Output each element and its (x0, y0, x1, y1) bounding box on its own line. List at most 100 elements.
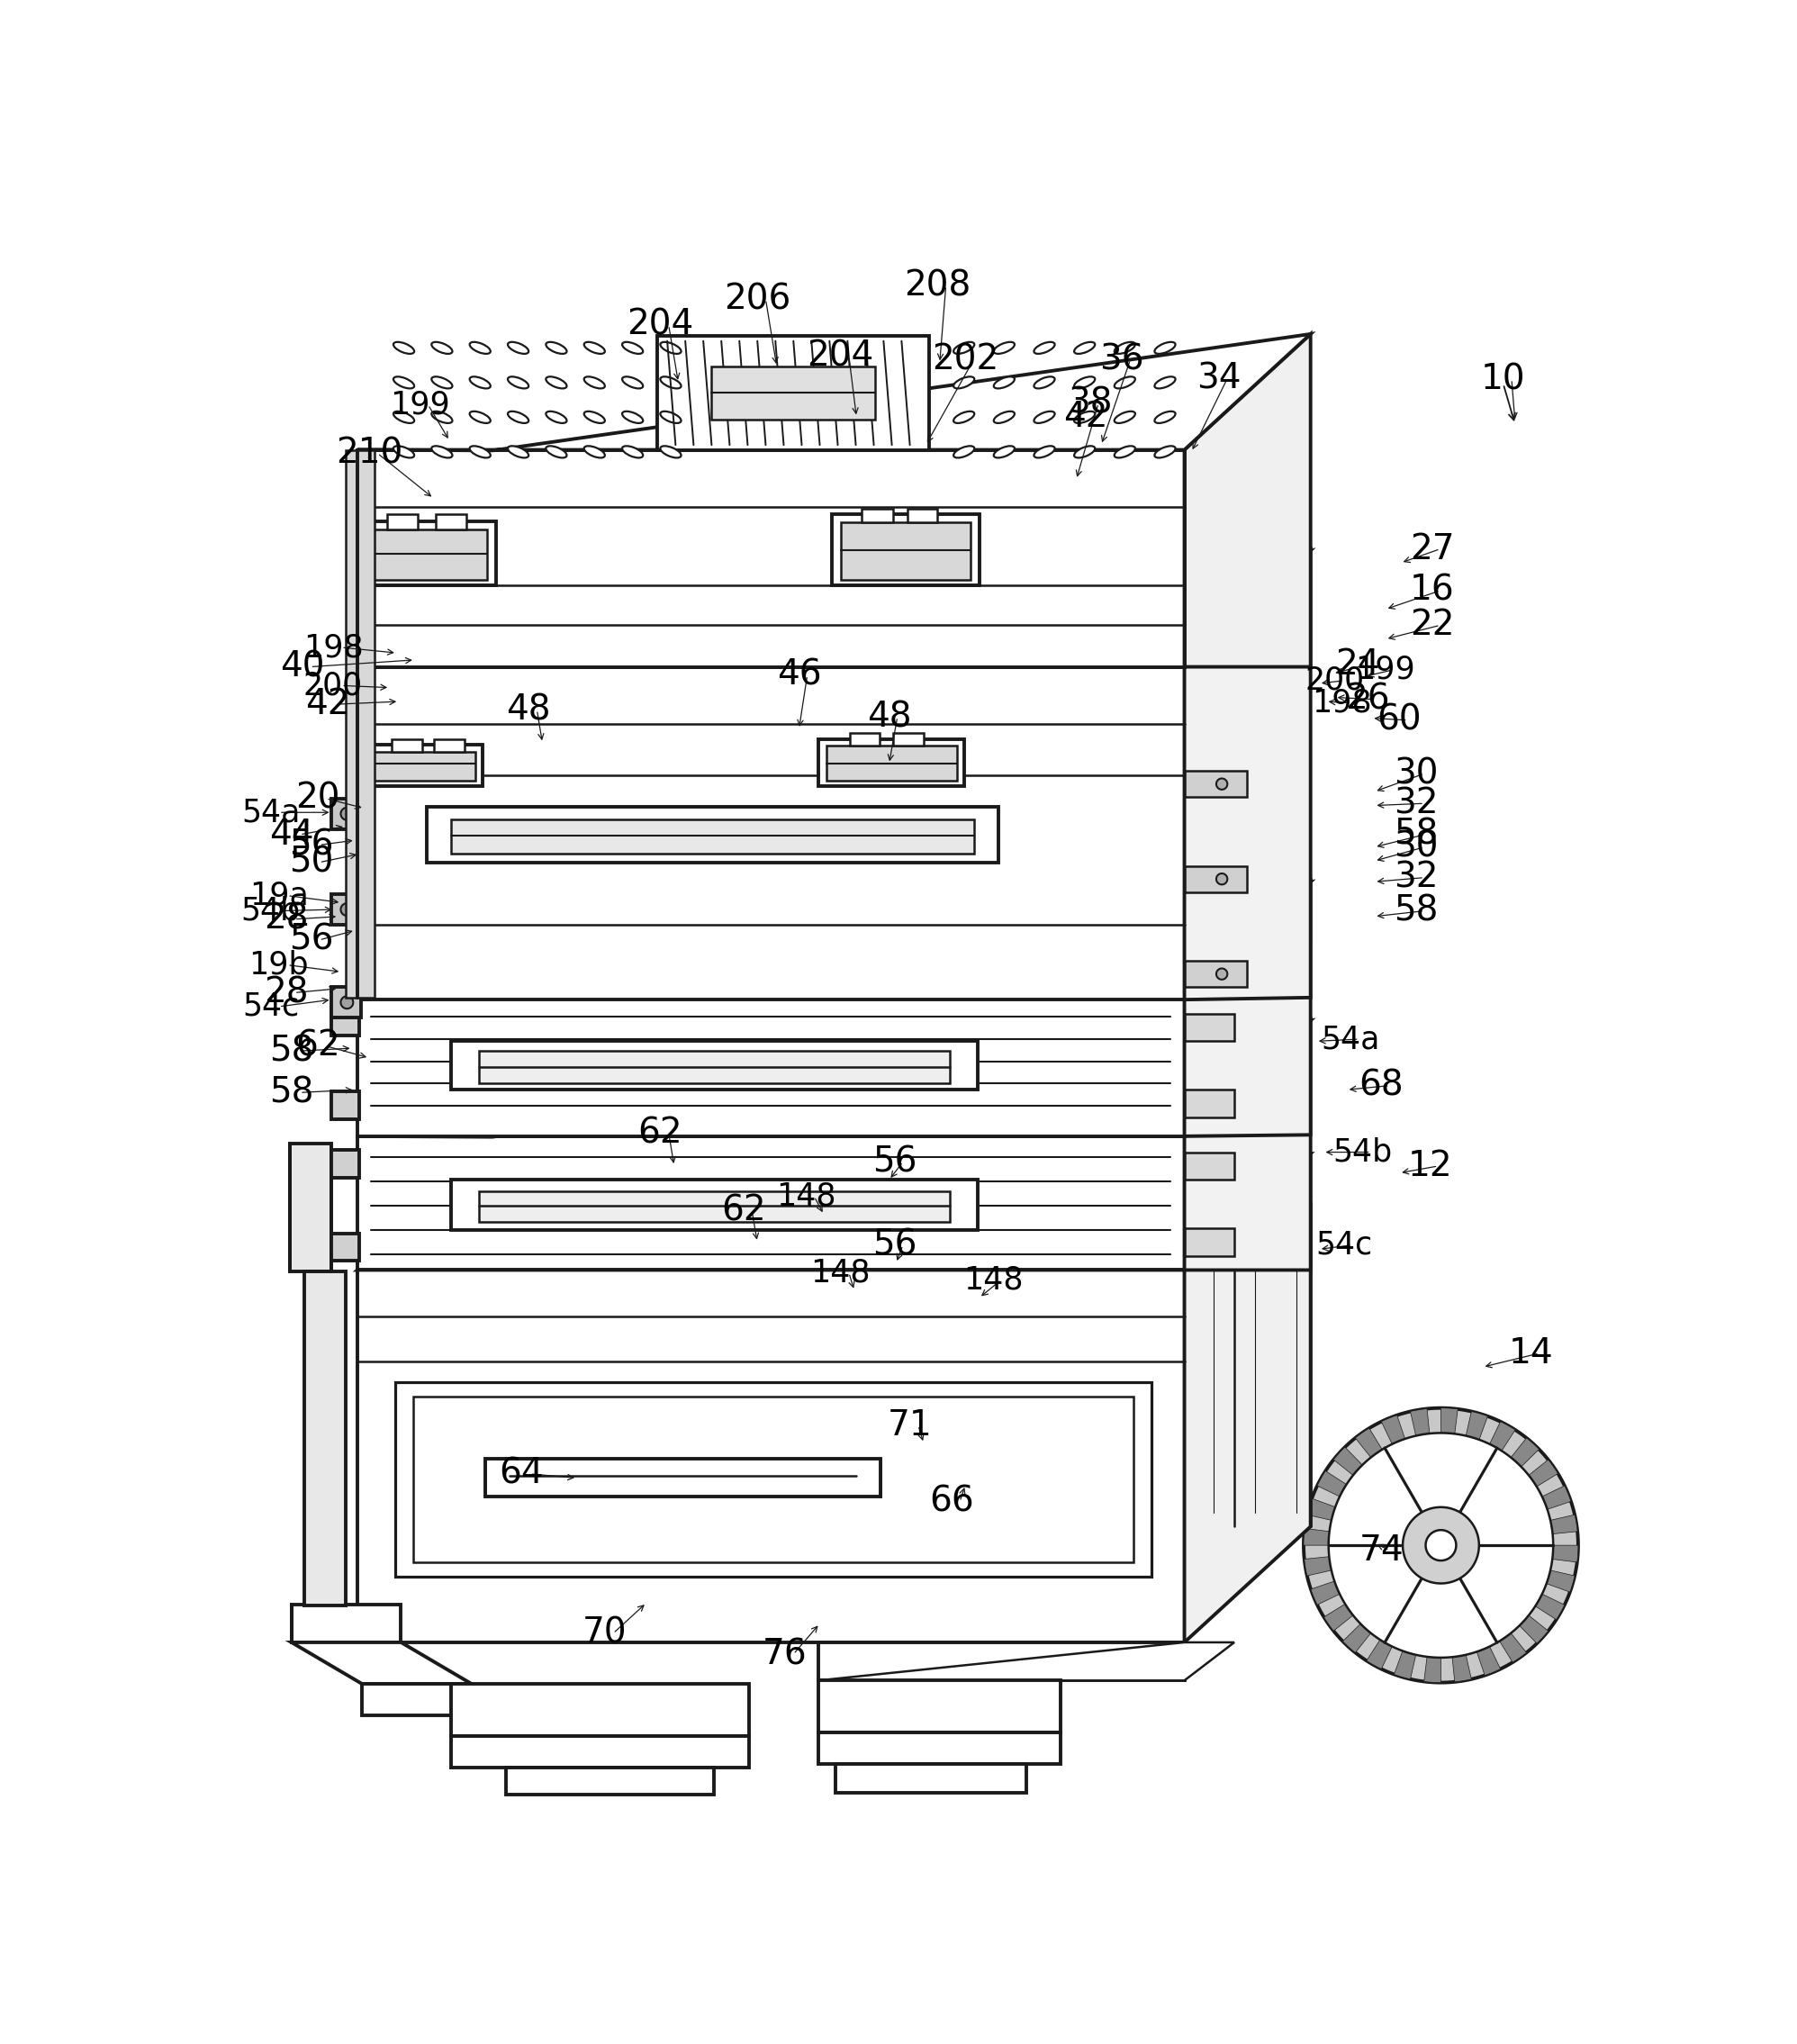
Polygon shape (363, 1684, 473, 1715)
Ellipse shape (394, 446, 415, 458)
Text: 74: 74 (1359, 1533, 1403, 1568)
Polygon shape (451, 1179, 978, 1230)
Text: 148: 148 (810, 1257, 870, 1288)
Polygon shape (395, 1382, 1152, 1576)
Polygon shape (1317, 1472, 1346, 1496)
Text: 60: 60 (1377, 703, 1421, 738)
Polygon shape (332, 987, 361, 1018)
Text: 32: 32 (1394, 861, 1438, 895)
Ellipse shape (584, 376, 606, 388)
Ellipse shape (1114, 411, 1136, 423)
Polygon shape (907, 509, 938, 523)
Polygon shape (818, 1733, 1060, 1764)
Ellipse shape (1075, 411, 1094, 423)
Polygon shape (507, 1768, 715, 1795)
Polygon shape (841, 523, 970, 578)
Ellipse shape (1114, 341, 1136, 354)
Text: 16: 16 (1409, 574, 1454, 607)
Polygon shape (818, 740, 963, 787)
Polygon shape (1490, 1423, 1515, 1451)
Polygon shape (451, 1040, 978, 1089)
Polygon shape (1551, 1515, 1578, 1533)
Polygon shape (392, 740, 422, 752)
Ellipse shape (1154, 411, 1175, 423)
Polygon shape (1217, 779, 1227, 789)
Ellipse shape (1075, 446, 1094, 458)
Text: 62: 62 (638, 1116, 683, 1151)
Text: 28: 28 (264, 975, 309, 1010)
Ellipse shape (1114, 376, 1136, 388)
Polygon shape (818, 1643, 1184, 1680)
Ellipse shape (1033, 376, 1055, 388)
Polygon shape (451, 1735, 749, 1768)
Polygon shape (304, 1271, 345, 1607)
Polygon shape (818, 1643, 1235, 1680)
Ellipse shape (994, 341, 1015, 354)
Polygon shape (1520, 1615, 1549, 1643)
Ellipse shape (546, 446, 566, 458)
Polygon shape (818, 1680, 1060, 1733)
Ellipse shape (954, 446, 974, 458)
Text: 36: 36 (1100, 343, 1145, 376)
Polygon shape (1184, 881, 1310, 1136)
Ellipse shape (431, 376, 453, 388)
Text: 206: 206 (724, 282, 791, 317)
Ellipse shape (584, 341, 606, 354)
Ellipse shape (469, 376, 491, 388)
Ellipse shape (622, 376, 643, 388)
Polygon shape (1333, 1447, 1362, 1476)
Polygon shape (1542, 1486, 1571, 1508)
Polygon shape (1553, 1545, 1578, 1562)
Polygon shape (1184, 550, 1310, 1000)
Ellipse shape (394, 376, 415, 388)
Text: 19a: 19a (250, 881, 309, 912)
Text: 62: 62 (721, 1194, 766, 1228)
Ellipse shape (622, 341, 643, 354)
Ellipse shape (954, 341, 974, 354)
Text: 56: 56 (289, 924, 332, 957)
Polygon shape (451, 820, 974, 854)
Polygon shape (1184, 771, 1247, 797)
Text: 38: 38 (1067, 386, 1112, 421)
Polygon shape (332, 893, 361, 924)
Ellipse shape (954, 411, 974, 423)
Polygon shape (861, 509, 893, 523)
Ellipse shape (1033, 341, 1055, 354)
Text: 204: 204 (807, 339, 873, 374)
Polygon shape (291, 1605, 401, 1643)
Polygon shape (478, 1192, 951, 1222)
Text: 56: 56 (872, 1228, 916, 1263)
Polygon shape (1184, 1228, 1235, 1257)
Polygon shape (1423, 1658, 1441, 1682)
Polygon shape (386, 515, 417, 529)
Polygon shape (1184, 961, 1247, 987)
Polygon shape (426, 807, 999, 863)
Text: 30: 30 (1394, 756, 1438, 791)
Ellipse shape (546, 376, 566, 388)
Ellipse shape (469, 341, 491, 354)
Polygon shape (1529, 1459, 1558, 1486)
Polygon shape (358, 1020, 1310, 1136)
Polygon shape (1184, 867, 1247, 891)
Ellipse shape (584, 446, 606, 458)
Polygon shape (1306, 1498, 1335, 1521)
Text: 24: 24 (1335, 648, 1380, 683)
Ellipse shape (659, 376, 681, 388)
Polygon shape (341, 903, 354, 916)
Polygon shape (1382, 1414, 1405, 1445)
Text: 198: 198 (304, 632, 363, 662)
Polygon shape (832, 515, 979, 585)
Ellipse shape (994, 376, 1015, 388)
Text: 71: 71 (888, 1408, 933, 1443)
Polygon shape (345, 450, 376, 997)
Text: 14: 14 (1509, 1337, 1553, 1369)
Ellipse shape (1154, 376, 1175, 388)
Text: 42: 42 (305, 687, 350, 722)
Polygon shape (836, 1764, 1026, 1793)
Text: 42: 42 (1064, 401, 1107, 433)
Polygon shape (413, 1396, 1134, 1562)
Text: 28: 28 (264, 901, 309, 936)
Text: 148: 148 (963, 1265, 1022, 1296)
Ellipse shape (431, 446, 453, 458)
Ellipse shape (1114, 446, 1136, 458)
